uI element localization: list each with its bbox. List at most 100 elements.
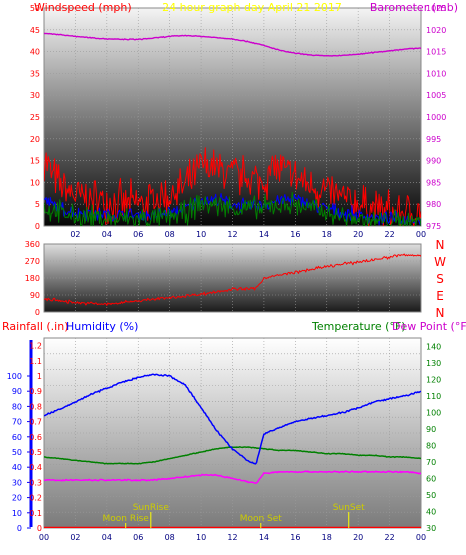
rainfall-tick-label: 1 [37, 372, 42, 381]
rainfall-tick-label: 0.2 [29, 494, 42, 503]
top-x-tick-label: 10 [196, 230, 206, 239]
bottom-x-tick-label: 20 [353, 533, 363, 542]
barometer-tick-label: 1000 [426, 113, 446, 122]
windspeed-tick-label: 10 [30, 178, 40, 187]
wind-gust-line [44, 147, 421, 226]
humidity-line [44, 373, 421, 465]
humidity-tick-label: 50 [12, 448, 22, 457]
rainfall-tick-label: 0.4 [29, 463, 42, 472]
humidity-tick-labels: 0 10 20 30 40 50 60 70 80 90 100 [7, 372, 31, 533]
top-x-tick-label: 08 [165, 230, 175, 239]
top-x-tick-label: 22 [384, 230, 394, 239]
top-x-tick-label: 16 [290, 230, 300, 239]
windspeed-tick-label: 0 [35, 222, 40, 231]
humidity-tick-label: 20 [12, 494, 22, 503]
rainfall-tick-label: 1.2 [29, 342, 42, 351]
direction-compass-label: E [436, 289, 444, 303]
wind-speed-line [44, 191, 421, 226]
temperature-tick-label: 100 [426, 408, 441, 417]
bottom-x-tick-label: 04 [102, 533, 112, 542]
barometer-tick-labels: 975 980 985 990 995 1000 1005 1010 1015 1020 1025 [426, 4, 446, 231]
humidity-axis-title: Humidity (%) [66, 320, 138, 333]
top-x-tick-label: 02 [70, 230, 80, 239]
temperature-tick-labels: 30 40 50 60 70 80 90 100 110 120 130 140 [426, 342, 441, 533]
barometer-tick-label: 980 [426, 200, 441, 209]
rainfall-tick-label: 0.3 [29, 478, 42, 487]
humidity-tick-label: 30 [12, 478, 22, 487]
astronomy-marker-label: SunSet [333, 503, 365, 513]
direction-degree-tick-label: 180 [25, 274, 40, 283]
rainfall-tick-label: 0.1 [29, 509, 42, 518]
bottom-x-tick-label: 00 [416, 533, 426, 542]
top-x-tick-labels: 02 04 06 08 10 12 14 16 18 20 22 00 [70, 230, 426, 239]
rainfall-tick-label: 0 [37, 524, 42, 533]
top-x-tick-label: 14 [259, 230, 269, 239]
direction-series [44, 253, 421, 306]
windspeed-tick-label: 35 [30, 69, 40, 78]
bottom-x-tick-label: 14 [259, 533, 269, 542]
humidity-tick-label: 40 [12, 463, 22, 472]
bottom-x-tick-label: 22 [384, 533, 394, 542]
temperature-tick-label: 30 [426, 524, 436, 533]
bottom-plot-background [43, 337, 422, 529]
rainfall-tick-label: 0.6 [29, 433, 42, 442]
temperature-tick-label: 60 [426, 474, 436, 483]
humidity-tick-label: 90 [12, 387, 22, 396]
temperature-tick-label: 130 [426, 359, 441, 368]
humidity-tick-label: 0 [17, 524, 22, 533]
rainfall-tick-label: 0.8 [29, 402, 42, 411]
temperature-tick-label: 50 [426, 491, 436, 500]
rainfall-tick-label: 0.5 [29, 448, 42, 457]
humidity-tick-label: 70 [12, 418, 22, 427]
windspeed-tick-label: 45 [30, 26, 40, 35]
barometer-tick-label: 1010 [426, 69, 446, 78]
temperature-tick-label: 140 [426, 342, 441, 351]
barometer-line [44, 32, 421, 57]
temperature-tick-label: 40 [426, 507, 436, 516]
bottom-x-tick-label: 16 [290, 533, 300, 542]
direction-compass-label: W [434, 255, 446, 269]
bottom-panel: Rainfall (.in) Humidity (%) Temperature … [2, 320, 466, 542]
bottom-x-tick-label: 08 [165, 533, 175, 542]
windspeed-tick-label: 5 [35, 200, 40, 209]
dew-point-line [44, 470, 421, 485]
temperature-axis-title: Temperature (°F) [311, 320, 406, 333]
rainfall-axis-title: Rainfall (.in) [2, 320, 69, 333]
direction-compass-label: N [436, 238, 445, 252]
temperature-tick-label: 110 [426, 392, 441, 401]
windspeed-axis-title: Windspeed (mph) [34, 1, 132, 14]
barometer-tick-label: 995 [426, 135, 441, 144]
humidity-tick-label: 60 [12, 433, 22, 442]
bottom-x-tick-label: 02 [70, 533, 80, 542]
barometer-tick-label: 975 [426, 222, 441, 231]
bottom-series [44, 373, 421, 528]
barometer-tick-label: 990 [426, 157, 441, 166]
bottom-x-tick-label: 12 [227, 533, 237, 542]
windspeed-tick-labels: 0 5 10 15 20 25 30 35 40 45 50 [30, 4, 40, 231]
bottom-x-tick-label: 18 [322, 533, 332, 542]
barometer-tick-label: 985 [426, 178, 441, 187]
temperature-tick-label: 90 [426, 425, 436, 434]
top-x-tick-label: 06 [133, 230, 143, 239]
rainfall-tick-label: 0.7 [29, 418, 42, 427]
windspeed-tick-label: 20 [30, 135, 40, 144]
top-x-tick-label: 00 [416, 230, 426, 239]
bottom-x-tick-label: 10 [196, 533, 206, 542]
direction-degree-tick-label: 270 [25, 257, 40, 266]
temperature-tick-label: 120 [426, 375, 441, 384]
astronomy-marker-label: SunRise [133, 503, 170, 513]
top-grid [44, 8, 421, 226]
dew-point-axis-title: Dew Point (°F) [392, 320, 466, 333]
temperature-tick-label: 80 [426, 441, 436, 450]
windspeed-tick-label: 50 [30, 4, 40, 13]
windspeed-tick-label: 25 [30, 113, 40, 122]
top-x-tick-label: 18 [322, 230, 332, 239]
bottom-x-tick-label: 00 [39, 533, 49, 542]
barometer-axis-title: Barometer (mb) [370, 1, 458, 14]
temperature-line [44, 446, 421, 465]
